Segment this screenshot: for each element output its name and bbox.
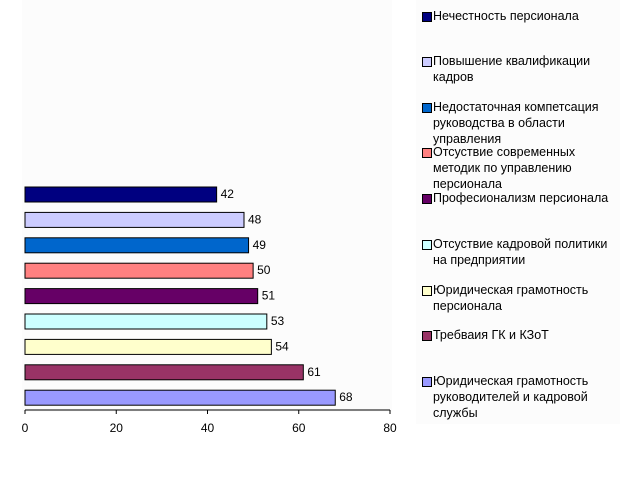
- legend-swatch: [422, 240, 432, 250]
- legend-swatch: [422, 194, 432, 204]
- legend-label: Професионализм персионала: [433, 191, 609, 205]
- bar: [24, 338, 272, 355]
- bar: [24, 262, 254, 279]
- legend: [416, 0, 620, 424]
- data-label: 50: [257, 263, 271, 277]
- legend-item: Отсуствие современных методик по управле…: [422, 144, 622, 192]
- legend-swatch: [422, 286, 432, 296]
- legend-item: Отсуствие кадровой политики на предприят…: [422, 236, 622, 268]
- bar: [24, 186, 218, 203]
- data-label: 53: [271, 314, 285, 328]
- legend-item: Недостаточная компетсация руководства в …: [422, 99, 622, 147]
- legend-label: Юридическая грамотность персионала: [433, 283, 589, 313]
- x-tick-label: 0: [22, 421, 29, 435]
- bar: [24, 389, 336, 406]
- x-tick-label: 60: [292, 421, 306, 435]
- bar: [24, 288, 259, 305]
- legend-label: Нечестность персионала: [433, 9, 579, 23]
- bar: [24, 237, 250, 254]
- legend-label: Требваия ГК и КЗоТ: [433, 328, 549, 342]
- x-tick-label: 20: [110, 421, 124, 435]
- legend-swatch: [422, 103, 432, 113]
- legend-swatch: [422, 377, 432, 387]
- legend-label: Отсуствие современных методик по управле…: [433, 145, 576, 191]
- bar: [24, 313, 268, 330]
- legend-item: Юридическая грамотность персионала: [422, 282, 622, 314]
- legend-swatch: [422, 12, 432, 22]
- data-label: 49: [253, 238, 267, 252]
- legend-item: Нечестность персионала: [422, 8, 622, 24]
- legend-item: Повышение квалификации кадров: [422, 53, 622, 85]
- data-label: 51: [262, 289, 276, 303]
- data-label: 54: [275, 339, 289, 353]
- legend-label: Отсуствие кадровой политики на предприят…: [433, 237, 608, 267]
- x-tick-label: 40: [201, 421, 215, 435]
- legend-swatch: [422, 148, 432, 158]
- legend-label: Юридическая грамотность руководителей и …: [433, 374, 589, 420]
- legend-item: Юридическая грамотность руководителей и …: [422, 373, 622, 421]
- data-label: 42: [221, 187, 235, 201]
- data-label: 61: [307, 365, 321, 379]
- legend-label: Повышение квалификации кадров: [433, 54, 591, 84]
- bar: [24, 211, 245, 228]
- legend-item: Професионализм персионала: [422, 190, 622, 206]
- bar: [24, 364, 304, 381]
- data-label: 48: [248, 212, 262, 226]
- legend-item: Требваия ГК и КЗоТ: [422, 327, 622, 343]
- legend-swatch: [422, 331, 432, 341]
- x-tick-label: 80: [383, 421, 397, 435]
- legend-swatch: [422, 57, 432, 67]
- legend-label: Недостаточная компетсация руководства в …: [433, 100, 599, 146]
- data-label: 68: [339, 390, 353, 404]
